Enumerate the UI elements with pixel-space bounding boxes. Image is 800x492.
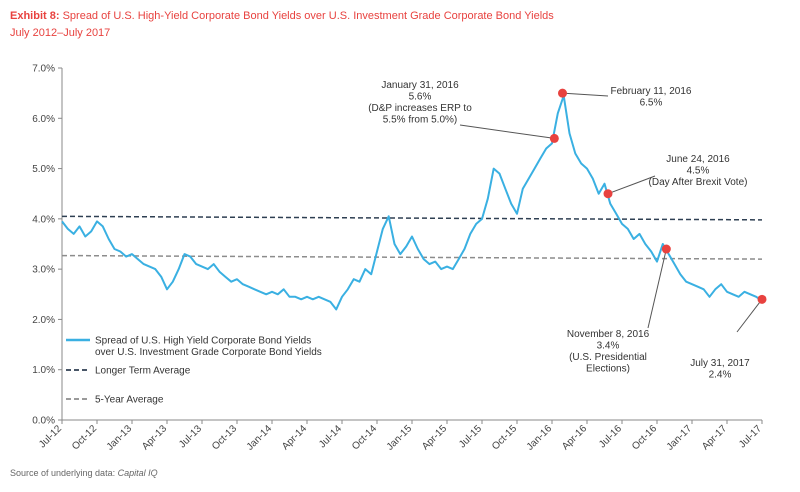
spread-series-line (61, 94, 763, 311)
annotation-leader-line (647, 248, 667, 329)
x-tick-label: Jan-13 (105, 423, 135, 453)
y-tick-label: 6.0% (32, 114, 55, 125)
y-tick-label: 3.0% (32, 265, 55, 276)
annotation-label-line: 5.6% (409, 92, 432, 103)
x-tick-label: Jul-17 (737, 423, 764, 450)
x-tick-label: Apr-15 (420, 423, 449, 452)
legend-label: 5-Year Average (95, 395, 164, 406)
chart-subtitle: July 2012–July 2017 (10, 27, 111, 39)
annotation-label-line: Elections) (586, 364, 630, 375)
annotation-label-line: 4.5% (687, 166, 710, 177)
annotation-label-line: July 31, 2017 (690, 358, 750, 369)
legend-label-line: 5-Year Average (95, 395, 164, 406)
highlight-point (549, 133, 559, 143)
annotation-leader-line (607, 175, 656, 195)
x-tick-label: Jul-13 (177, 423, 204, 450)
highlight-point (757, 294, 767, 304)
annotation-label-line: 3.4% (597, 341, 620, 352)
highlight-point (603, 189, 613, 199)
annotation-leader-line (562, 92, 609, 97)
x-tick-label: Jul-12 (37, 423, 64, 450)
annotation-label-line: June 24, 2016 (666, 154, 730, 165)
annotation-label: January 31, 2016 5.6% (D&P increases ERP t… (368, 80, 472, 126)
legend-label-line: over U.S. Investment Grade Corporate Bon… (95, 347, 322, 358)
x-tick-label: Jul-14 (317, 423, 344, 450)
x-tick-label: Jan-15 (385, 423, 415, 453)
legend-label: Spread of U.S. High Yield Corporate Bond… (95, 336, 322, 359)
x-tick-label: Oct-15 (490, 423, 519, 452)
x-tick-label: Apr-16 (560, 423, 589, 452)
x-tick-label: Jan-16 (525, 423, 555, 453)
source-prefix: Source of underlying data: (10, 468, 116, 478)
annotation-label-line: 5.5% from 5.0%) (383, 115, 457, 126)
y-tick-label: 2.0% (32, 315, 55, 326)
x-tick-label: Oct-16 (630, 423, 659, 452)
y-tick-label: 5.0% (32, 164, 55, 175)
annotation-label: February 11, 2016 6.5% (611, 86, 692, 109)
chart-title-text: Spread of U.S. High-Yield Corporate Bond… (62, 10, 554, 22)
legend-label-line: Longer Term Average (95, 366, 191, 377)
annotation-label: November 8, 2016 3.4% (U.S. Presidential El… (567, 329, 650, 375)
x-tick-label: Oct-14 (350, 423, 379, 452)
annotation-label-line: 6.5% (640, 98, 663, 109)
highlight-point (661, 244, 671, 254)
annotation-label-line: November 8, 2016 (567, 329, 650, 340)
annotation-leader-line (459, 124, 555, 139)
x-tick-label: Apr-14 (280, 423, 309, 452)
annotation-label-line: (U.S. Presidential (569, 352, 647, 363)
annotation-label: June 24, 2016 4.5% (Day After Brexit Vote) (649, 154, 748, 188)
five-year-average-line (61, 254, 763, 260)
y-tick-label: 1.0% (32, 365, 55, 376)
y-tick-label: 0.0% (32, 416, 55, 427)
chart-title-block: Exhibit 8: Spread of U.S. High-Yield Cor… (10, 8, 554, 42)
annotation-label-line: (Day After Brexit Vote) (649, 177, 748, 188)
annotation-label: July 31, 2017 2.4% (690, 358, 750, 381)
x-tick-label: Oct-13 (210, 423, 239, 452)
chart-title: Exhibit 8: Spread of U.S. High-Yield Cor… (10, 8, 554, 25)
legend-label: Longer Term Average (95, 366, 191, 377)
x-tick-label: Apr-13 (140, 423, 169, 452)
annotation-label-line: February 11, 2016 (611, 86, 692, 97)
x-tick-label: Jul-15 (457, 423, 484, 450)
source-name: Capital IQ (117, 468, 158, 478)
longer-term-average-line (61, 215, 763, 221)
annotation-leader-line (736, 299, 763, 333)
annotation-label-line: (D&P increases ERP to (368, 103, 472, 114)
y-tick-label: 7.0% (32, 64, 55, 75)
x-tick-label: Jan-17 (665, 423, 695, 453)
x-tick-label: Apr-17 (700, 423, 729, 452)
x-tick-label: Oct-12 (70, 423, 99, 452)
x-tick-label: Jul-16 (597, 423, 624, 450)
annotation-label-line: 2.4% (709, 370, 732, 381)
legend-label-line: Spread of U.S. High Yield Corporate Bond… (95, 336, 311, 347)
highlight-point (558, 88, 567, 98)
exhibit-label: Exhibit 8: (10, 10, 60, 22)
source-note: Source of underlying data: Capital IQ (10, 468, 158, 478)
annotation-label-line: January 31, 2016 (381, 80, 459, 91)
x-tick-label: Jan-14 (245, 423, 275, 453)
y-tick-label: 4.0% (32, 214, 55, 225)
